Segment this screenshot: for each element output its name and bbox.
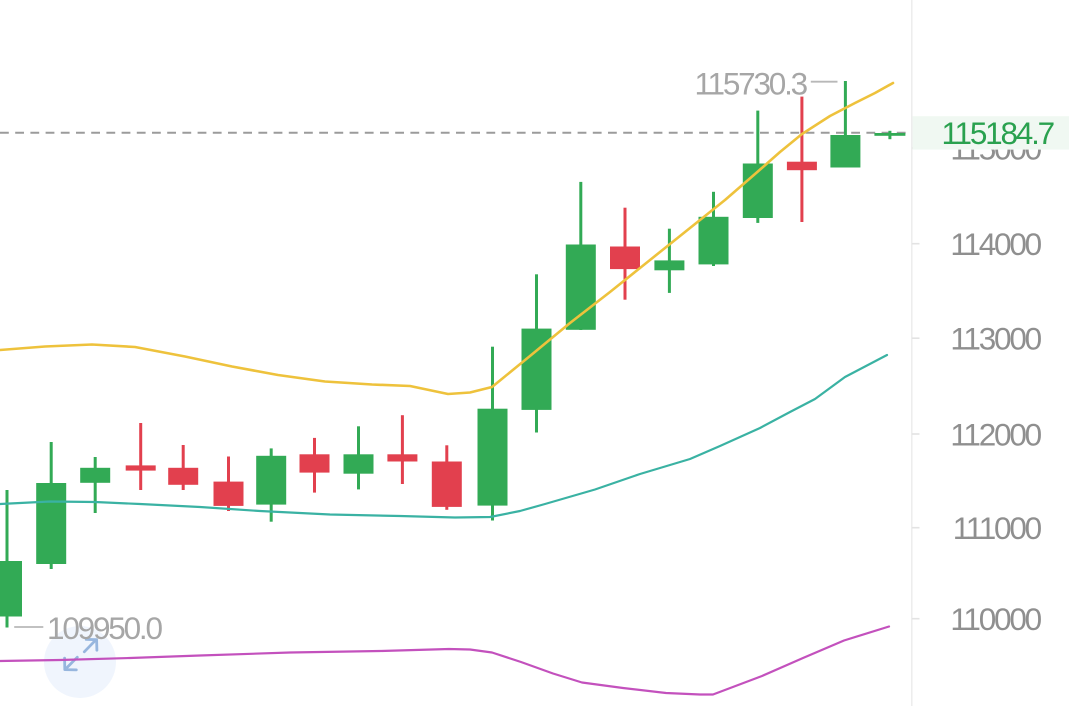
svg-text:112000: 112000 (950, 416, 1041, 452)
svg-text:110000: 110000 (950, 601, 1041, 637)
svg-text:115730.3: 115730.3 (695, 65, 808, 101)
svg-text:115184.7: 115184.7 (942, 115, 1054, 151)
svg-text:109950.0: 109950.0 (47, 610, 162, 646)
svg-text:114000: 114000 (950, 226, 1041, 262)
svg-text:111000: 111000 (953, 510, 1042, 546)
svg-text:113000: 113000 (950, 321, 1041, 357)
